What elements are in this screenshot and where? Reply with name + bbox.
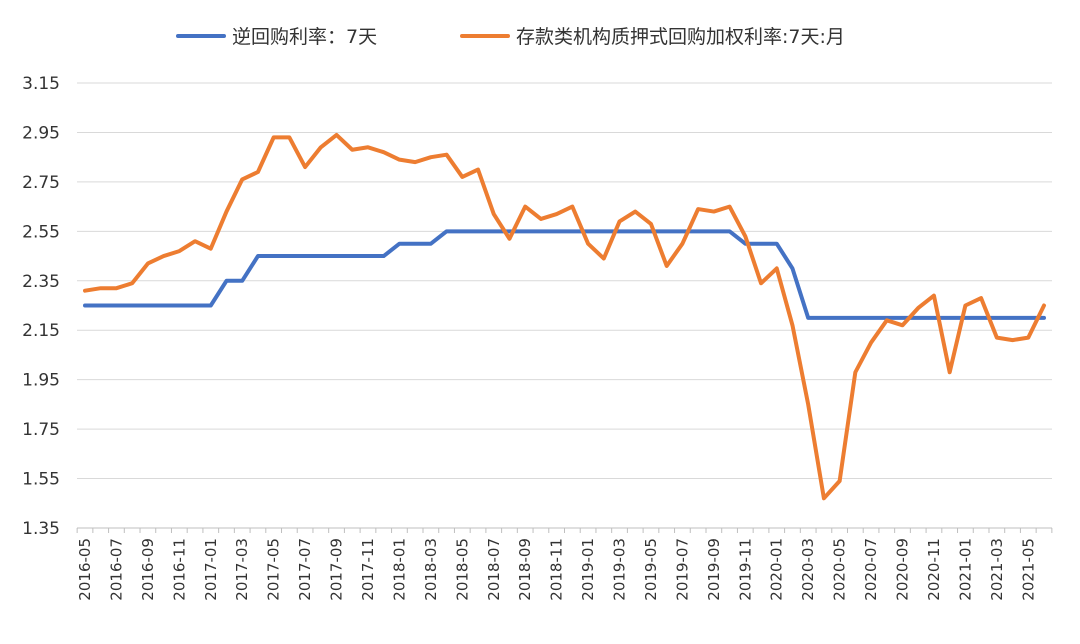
y-tick-label: 2.15 xyxy=(22,321,60,341)
x-tick-label: 2017-03 xyxy=(233,538,251,601)
x-tick-label: 2016-09 xyxy=(139,538,157,601)
y-tick-label: 1.75 xyxy=(22,420,60,440)
x-tick-label: 2018-07 xyxy=(485,538,503,601)
x-tick-label: 2021-03 xyxy=(988,538,1006,601)
y-tick-label: 2.55 xyxy=(22,222,60,242)
x-tick-label: 2017-07 xyxy=(296,538,314,601)
x-tick-label: 2018-09 xyxy=(516,538,534,601)
x-tick-label: 2019-05 xyxy=(642,538,660,601)
series-line-pledged-repo xyxy=(83,132,1046,501)
x-tick-label: 2016-05 xyxy=(76,538,94,601)
x-tick-label: 2019-03 xyxy=(611,538,629,601)
x-tick-label: 2017-01 xyxy=(202,538,220,601)
x-axis: 2016-05 2016-07 2016-09 2016-11 2017-01 2017-… xyxy=(76,528,1053,601)
y-tick-label: 2.75 xyxy=(22,173,60,193)
x-tick-label: 2020-03 xyxy=(799,538,817,601)
y-tick-label: 2.35 xyxy=(22,272,60,292)
x-tick-label: 2019-01 xyxy=(579,538,597,601)
x-tick-label: 2018-03 xyxy=(422,538,440,601)
x-tick-label: 2020-01 xyxy=(768,538,786,601)
x-tick-label: 2021-05 xyxy=(1019,538,1037,601)
x-tick-label: 2017-09 xyxy=(328,538,346,601)
x-tick-label: 2017-05 xyxy=(265,538,283,601)
y-tick-label: 3.15 xyxy=(22,74,60,94)
x-tick-label: 2020-11 xyxy=(925,538,943,601)
y-tick-label: 1.95 xyxy=(22,371,60,391)
series-line-reverse-repo xyxy=(83,229,1046,320)
x-tick-label: 2018-11 xyxy=(548,538,566,601)
x-tick-label: 2016-11 xyxy=(170,538,188,601)
x-tick-label: 2020-07 xyxy=(862,538,880,601)
gridlines xyxy=(77,82,1052,529)
y-tick-label: 1.35 xyxy=(22,519,60,539)
x-tick-label: 2020-05 xyxy=(831,538,849,601)
x-tick-label: 2018-01 xyxy=(390,538,408,601)
y-axis-ticks: 3.15 2.95 2.75 2.55 2.35 2.15 1.95 1.75 1.55 1.35 xyxy=(22,74,60,539)
x-tick-label: 2020-09 xyxy=(894,538,912,601)
legend-label-pledged-repo: 存款类机构质押式回购加权利率:7天:月 xyxy=(516,26,845,48)
y-tick-label: 2.95 xyxy=(22,123,60,143)
y-tick-label: 1.55 xyxy=(22,470,60,490)
series-lines xyxy=(83,132,1046,501)
x-tick-label: 2018-05 xyxy=(453,538,471,601)
x-tick-label: 2021-01 xyxy=(956,538,974,601)
x-tick-label: 2019-09 xyxy=(705,538,723,601)
legend: 逆回购利率：7天 存款类机构质押式回购加权利率:7天:月 xyxy=(176,26,845,48)
x-tick-label: 2016-07 xyxy=(107,538,125,601)
x-tick-label: 2017-11 xyxy=(359,538,377,601)
x-tick-label: 2019-07 xyxy=(673,538,691,601)
x-tick-label: 2019-11 xyxy=(736,538,754,601)
legend-label-reverse-repo: 逆回购利率：7天 xyxy=(232,26,377,48)
